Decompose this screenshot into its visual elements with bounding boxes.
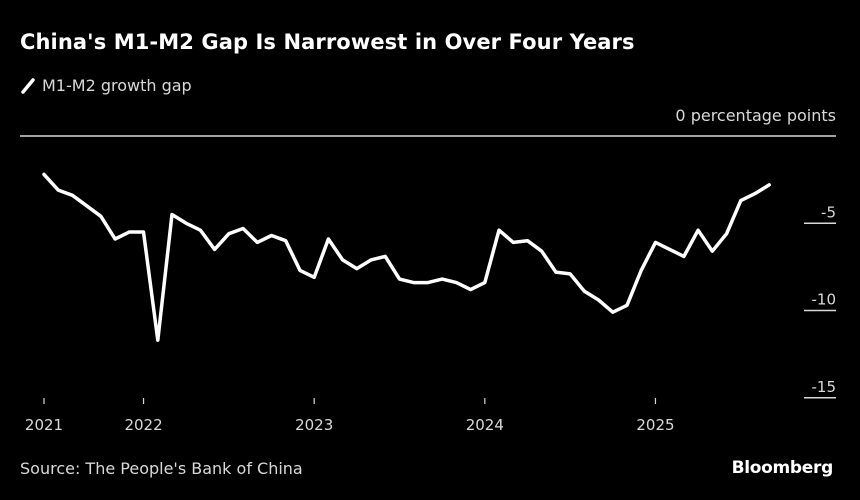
legend: M1-M2 growth gap — [20, 76, 192, 95]
y-tick-label: -10 — [812, 291, 837, 309]
series-line-m1-m2-gap — [42, 172, 771, 342]
x-tick-label: 2024 — [466, 416, 504, 434]
x-tick-label: 2025 — [636, 416, 674, 434]
x-tick-label: 2021 — [25, 416, 63, 434]
chart-title: China's M1-M2 Gap Is Narrowest in Over F… — [20, 30, 635, 54]
y-tick-label: -5 — [821, 203, 836, 221]
legend-label: M1-M2 growth gap — [42, 76, 192, 95]
bloomberg-logo: Bloomberg — [731, 458, 834, 478]
source-note: Source: The People's Bank of China — [20, 459, 303, 478]
x-axis: 2021 2022 2023 2024 2025 — [25, 398, 675, 434]
line-swatch-icon — [21, 77, 35, 94]
y-axis-unit-label: 0 percentage points — [675, 106, 836, 125]
x-tick-label: 2022 — [124, 416, 162, 434]
x-tick-label: 2023 — [295, 416, 333, 434]
y-tick-label: -15 — [812, 378, 837, 396]
y-axis: -5 -10 -15 — [804, 203, 837, 399]
